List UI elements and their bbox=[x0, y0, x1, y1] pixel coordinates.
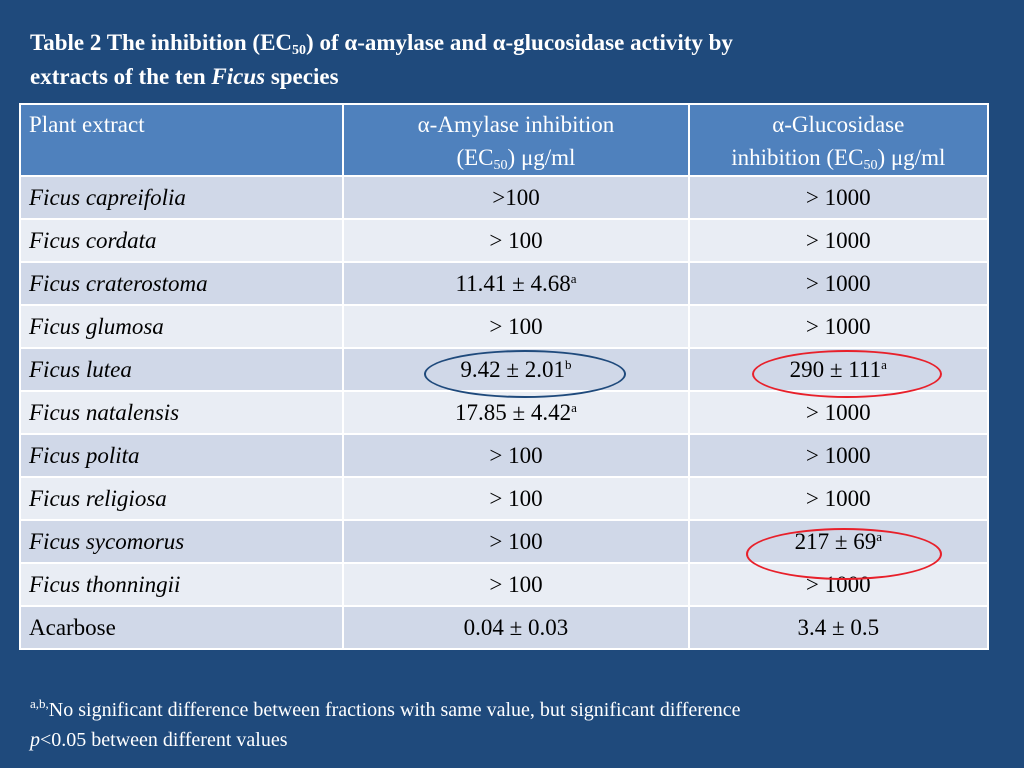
header-amylase-line2: (EC bbox=[456, 145, 494, 170]
footnote-text: <0.05 between different values bbox=[40, 729, 288, 751]
plant-name-cell: Acarbose bbox=[18, 605, 345, 650]
glucosidase-cell: > 1000 bbox=[687, 476, 990, 521]
amylase-cell: > 100 bbox=[342, 433, 690, 478]
footnote: a,b,No significant difference between fr… bbox=[30, 695, 990, 755]
table-row: Ficus lutea 9.42 ± 2.01b 290 ± 111a bbox=[18, 347, 990, 392]
table-header-row: Plant extract α-Amylase inhibition (EC50… bbox=[18, 103, 990, 177]
header-glucosidase-subscript: 50 bbox=[863, 158, 878, 173]
ec50-table: Plant extract α-Amylase inhibition (EC50… bbox=[18, 103, 990, 650]
table-row: Ficus craterostoma 11.41 ± 4.68a > 1000 bbox=[18, 261, 990, 306]
amylase-cell: > 100 bbox=[342, 519, 690, 564]
table-row: Ficus religiosa > 100 > 1000 bbox=[18, 476, 990, 521]
title-subscript: 50 bbox=[292, 43, 307, 58]
glucosidase-cell: > 1000 bbox=[687, 218, 990, 263]
glucosidase-cell: 3.4 ± 0.5 bbox=[687, 605, 990, 650]
header-glucosidase-unit: ) μg/ml bbox=[877, 145, 946, 170]
amylase-cell: 0.04 ± 0.03 bbox=[342, 605, 690, 650]
glucosidase-cell: 217 ± 69a bbox=[687, 519, 990, 564]
footnote-text: No significant difference between fracti… bbox=[48, 699, 741, 721]
plant-name-cell: Ficus cordata bbox=[18, 218, 345, 263]
header-glucosidase-line2: inhibition (EC bbox=[731, 145, 864, 170]
plant-name-cell: Ficus polita bbox=[18, 433, 345, 478]
amylase-cell: 17.85 ± 4.42a bbox=[342, 390, 690, 435]
amylase-cell: > 100 bbox=[342, 476, 690, 521]
header-glucosidase-line1: α-Glucosidase bbox=[772, 112, 905, 137]
glucosidase-cell: > 1000 bbox=[687, 562, 990, 607]
header-amylase-line1: α-Amylase inhibition bbox=[417, 112, 615, 137]
table-row: Ficus sycomorus > 100 217 ± 69a bbox=[18, 519, 990, 564]
glucosidase-cell: > 1000 bbox=[687, 390, 990, 435]
table-row: Ficus polita > 100 > 1000 bbox=[18, 433, 990, 478]
amylase-cell: >100 bbox=[342, 175, 690, 220]
header-glucosidase: α-Glucosidase inhibition (EC50) μg/ml bbox=[687, 103, 990, 177]
table-row: Ficus glumosa > 100 > 1000 bbox=[18, 304, 990, 349]
amylase-cell: > 100 bbox=[342, 304, 690, 349]
amylase-cell: > 100 bbox=[342, 218, 690, 263]
table-row: Ficus capreifolia >100 > 1000 bbox=[18, 175, 990, 220]
table-row: Ficus cordata > 100 > 1000 bbox=[18, 218, 990, 263]
plant-name-cell: Ficus lutea bbox=[18, 347, 345, 392]
plant-name-cell: Ficus capreifolia bbox=[18, 175, 345, 220]
plant-name-cell: Ficus craterostoma bbox=[18, 261, 345, 306]
plant-name-cell: Ficus thonningii bbox=[18, 562, 345, 607]
plant-name-cell: Ficus religiosa bbox=[18, 476, 345, 521]
table-row: Acarbose 0.04 ± 0.03 3.4 ± 0.5 bbox=[18, 605, 990, 650]
table-row: Ficus natalensis 17.85 ± 4.42a > 1000 bbox=[18, 390, 990, 435]
plant-name-cell: Ficus glumosa bbox=[18, 304, 345, 349]
amylase-cell: 11.41 ± 4.68a bbox=[342, 261, 690, 306]
amylase-cell: 9.42 ± 2.01b bbox=[342, 347, 690, 392]
glucosidase-cell: 290 ± 111a bbox=[687, 347, 990, 392]
glucosidase-cell: > 1000 bbox=[687, 175, 990, 220]
amylase-cell: > 100 bbox=[342, 562, 690, 607]
table-row: Ficus thonningii > 100 > 1000 bbox=[18, 562, 990, 607]
slide-title: Table 2 The inhibition (EC50) of α-amyla… bbox=[30, 26, 990, 94]
glucosidase-cell: > 1000 bbox=[687, 304, 990, 349]
footnote-superscript: a,b, bbox=[30, 696, 49, 711]
title-text: ) of α-amylase and α-glucosidase activit… bbox=[306, 30, 733, 55]
header-plant-extract: Plant extract bbox=[18, 103, 345, 177]
glucosidase-cell: > 1000 bbox=[687, 433, 990, 478]
header-amylase-subscript: 50 bbox=[493, 158, 508, 173]
title-text: Table 2 The inhibition (EC bbox=[30, 30, 293, 55]
title-italic: Ficus bbox=[211, 64, 266, 89]
footnote-italic-p: p bbox=[30, 729, 40, 751]
glucosidase-cell: > 1000 bbox=[687, 261, 990, 306]
plant-name-cell: Ficus natalensis bbox=[18, 390, 345, 435]
plant-name-cell: Ficus sycomorus bbox=[18, 519, 345, 564]
header-amylase-unit: ) μg/ml bbox=[507, 145, 576, 170]
title-text: species bbox=[265, 64, 339, 89]
title-text: extracts of the ten bbox=[30, 64, 212, 89]
header-amylase: α-Amylase inhibition (EC50) μg/ml bbox=[342, 103, 690, 177]
